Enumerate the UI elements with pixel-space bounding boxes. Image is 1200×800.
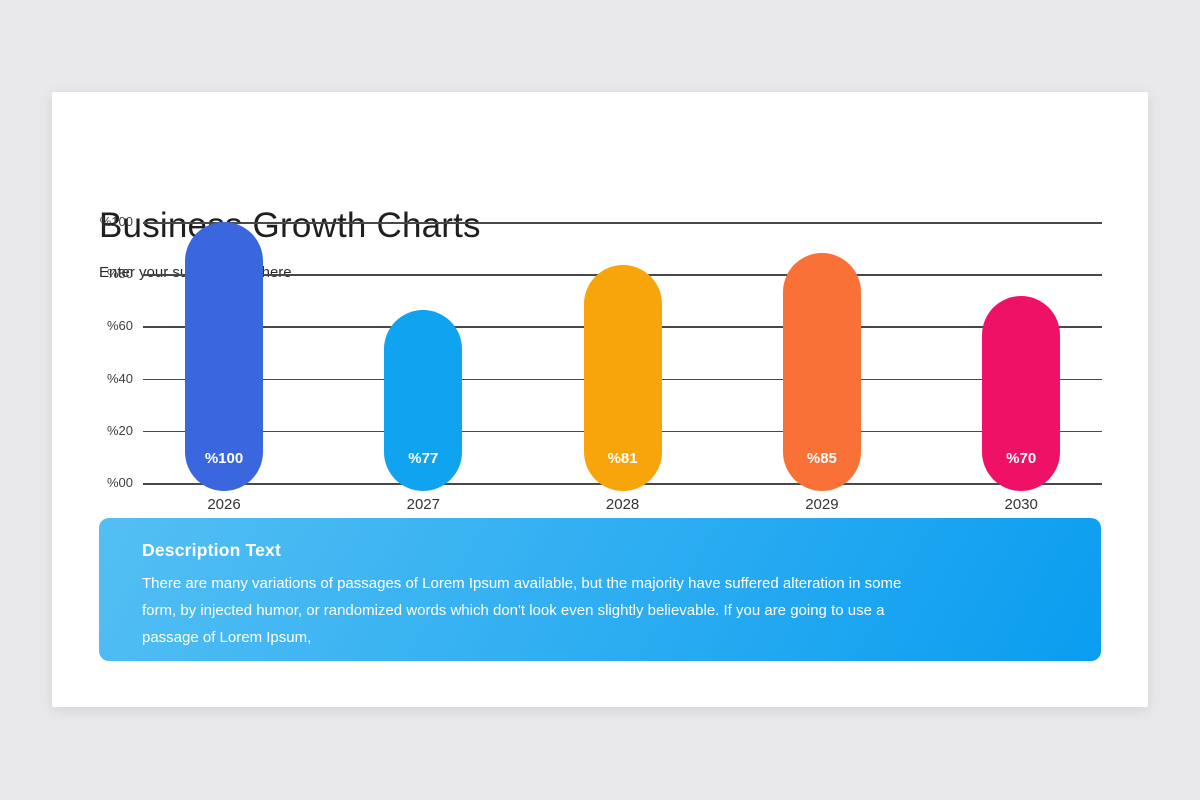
y-tick-label: %20 (106, 422, 133, 438)
bar-value-label: %70 (1006, 450, 1037, 467)
bar-value-label: %77 (408, 450, 439, 467)
bar-value-label: %81 (607, 450, 638, 467)
y-tick-label: %00 (106, 475, 133, 490)
y-tick-label: %100 (99, 214, 133, 229)
y-tick-label: %80 (106, 266, 133, 282)
slide-card: Business Growth Charts Enter your sub he… (52, 92, 1148, 707)
x-tick-label: 2028 (605, 496, 640, 513)
y-tick-label: %60 (106, 318, 133, 334)
description-line: There are many variations of passages of… (142, 575, 902, 592)
bar-2026: %100 (185, 222, 263, 491)
y-tick-label: %40 (106, 370, 133, 386)
bar-value-label: %100 (204, 450, 244, 467)
description-line: form, by injected humor, or randomized w… (142, 602, 885, 619)
description-line: passage of Lorem Ipsum, (142, 629, 312, 646)
gridline (143, 222, 1102, 224)
bar-chart: %100 %80 %60 %40 %20 %00 %100 %77 %81 %85 %70 202… (52, 92, 1148, 707)
bar-2028: %81 (583, 265, 662, 491)
page-title: Business Growth Charts (99, 206, 481, 245)
x-tick-label: 2027 (406, 496, 440, 513)
description-heading: Description Text (142, 540, 282, 560)
x-tick-label: 2030 (1004, 496, 1038, 513)
description-box: Description Text There are many variatio… (99, 518, 1101, 661)
bar-2027: %77 (384, 310, 463, 491)
bar-2029: %85 (782, 253, 861, 491)
bar-2030: %70 (982, 296, 1061, 491)
x-tick-label: 2026 (207, 496, 241, 513)
bar-value-label: %85 (806, 450, 837, 467)
x-tick-label: 2029 (805, 496, 839, 513)
